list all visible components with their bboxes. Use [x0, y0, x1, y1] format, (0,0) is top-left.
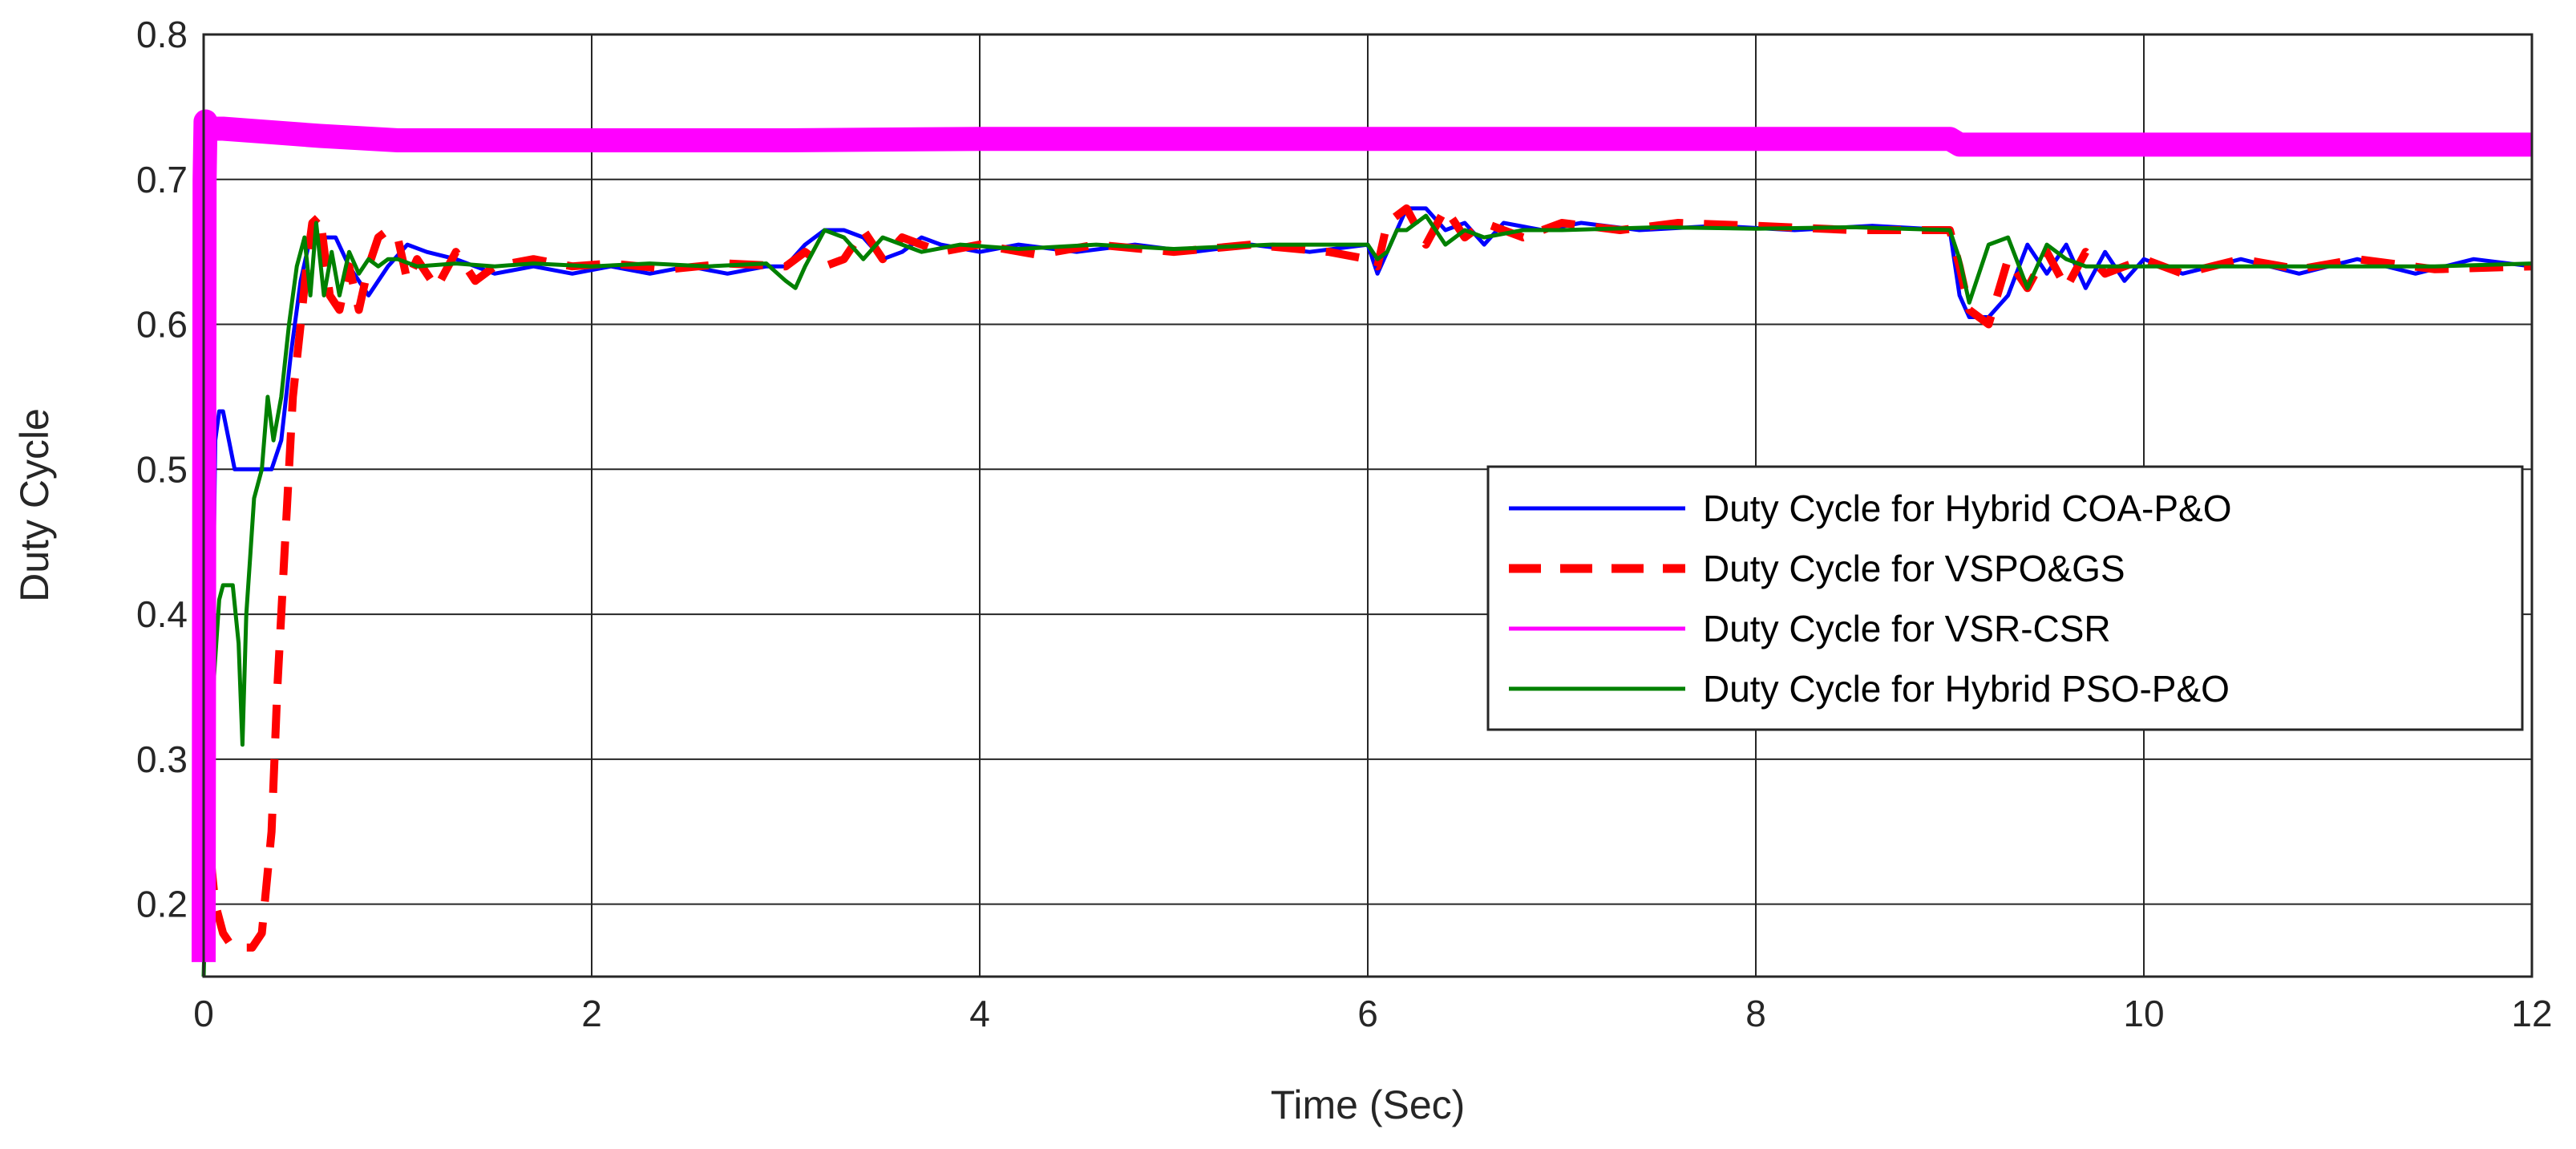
x-tick-labels: 0 2 4 6 8 10 12 — [193, 993, 2552, 1034]
legend-box — [1486, 465, 2524, 731]
y-tick-label: 0.6 — [136, 304, 188, 346]
y-tick-label: 0.4 — [136, 593, 188, 635]
axes-frame — [202, 33, 2534, 978]
y-tick-label: 0.8 — [136, 14, 188, 55]
legend: Duty Cycle for Hybrid COA-P&O Duty Cycle … — [1486, 465, 2524, 731]
series-layer — [192, 109, 2533, 977]
x-tick-label: 10 — [2123, 993, 2164, 1034]
x-tick-label: 8 — [1745, 993, 1766, 1034]
y-tick-label: 0.2 — [136, 884, 188, 925]
x-axis-label: Time (Sec) — [1271, 1082, 1466, 1127]
x-tick-label: 0 — [193, 993, 214, 1034]
y-tick-label: 0.7 — [136, 159, 188, 200]
series-line-duty-cycle-for-vspogs — [200, 204, 2533, 952]
legend-label: Duty Cycle for VSPO&GS — [1703, 548, 2125, 589]
legend-label: Duty Cycle for Hybrid COA-P&O — [1703, 488, 2231, 529]
y-axis-label: Duty Cycle — [12, 408, 57, 602]
y-tick-labels: 0.2 0.3 0.4 0.5 0.6 0.7 0.8 — [136, 14, 188, 925]
x-tick-label: 2 — [581, 993, 602, 1034]
grid — [204, 34, 2532, 977]
series-line-duty-cycle-for-hybrid-pso-po — [201, 213, 2533, 977]
x-tick-label: 4 — [969, 993, 990, 1034]
legend-label: Duty Cycle for VSR-CSR — [1703, 608, 2111, 649]
y-tick-label: 0.3 — [136, 738, 188, 780]
x-tick-label: 6 — [1357, 993, 1378, 1034]
series-line-duty-cycle-for-vsr-csr — [192, 109, 2532, 962]
legend-label: Duty Cycle for Hybrid PSO-P&O — [1703, 668, 2230, 710]
x-tick-label: 12 — [2511, 993, 2552, 1034]
y-tick-label: 0.5 — [136, 448, 188, 490]
